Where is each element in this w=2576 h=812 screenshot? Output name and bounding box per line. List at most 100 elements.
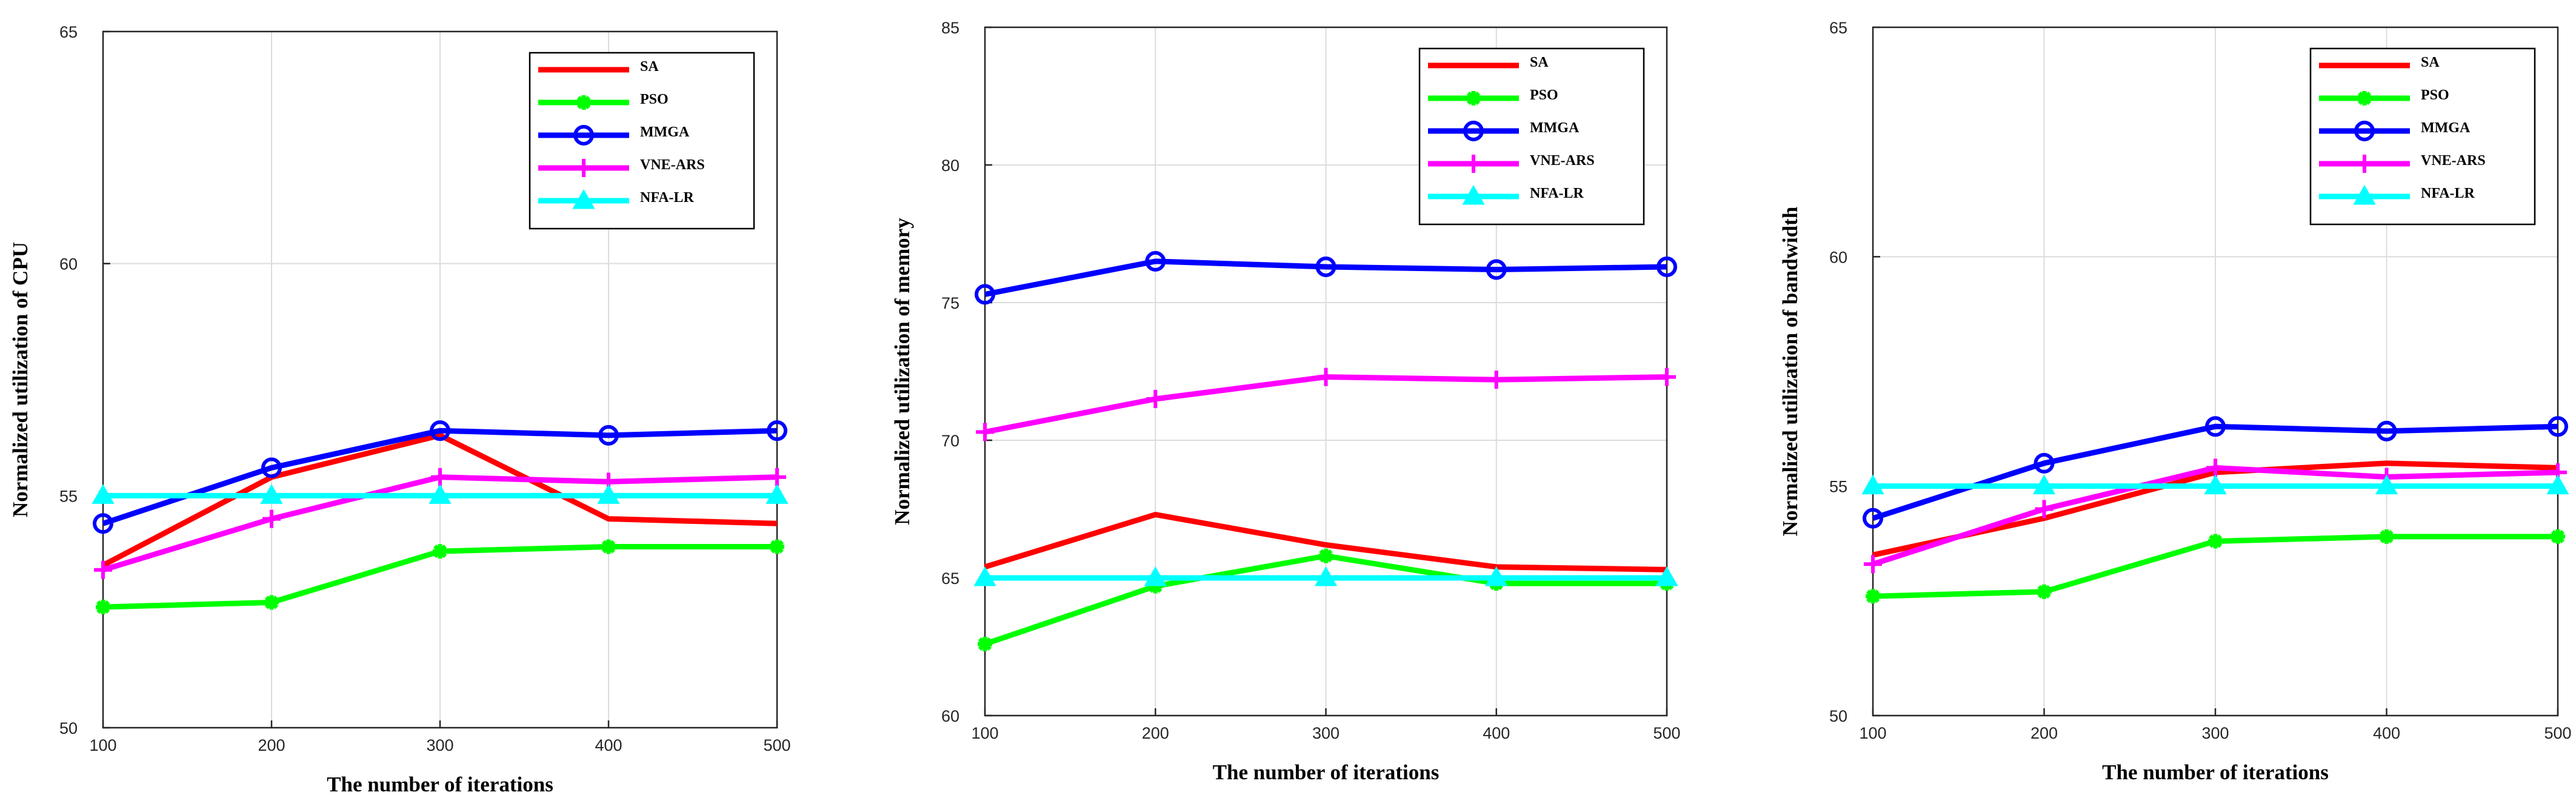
data-point xyxy=(1316,367,1335,386)
x-tick-label: 300 xyxy=(426,736,453,754)
x-tick-label: 300 xyxy=(2201,724,2229,742)
series-line xyxy=(1872,423,2558,521)
legend: SA PSO MMGA VNE-ARS NFA-LR xyxy=(529,52,755,230)
data-point xyxy=(1861,474,1884,495)
legend-label: SA xyxy=(1530,55,1549,70)
x-tick-label: 400 xyxy=(1483,724,1510,742)
data-point xyxy=(2035,500,2054,518)
legend-entry-pso: PSO xyxy=(1428,87,1558,106)
data-point xyxy=(973,566,996,586)
legend-label: SA xyxy=(2421,55,2440,70)
y-tick-label: 65 xyxy=(1829,19,1847,37)
y-tick-label: 65 xyxy=(59,23,78,41)
x-tick-label: 500 xyxy=(1653,724,1680,742)
data-point xyxy=(1864,555,1882,574)
series-mmga xyxy=(975,250,1677,305)
data-point xyxy=(94,560,112,579)
series-pso xyxy=(96,539,784,615)
data-point xyxy=(433,544,447,559)
x-axis-label: The number of iterations xyxy=(327,773,553,796)
data-point xyxy=(2375,474,2398,495)
data-point xyxy=(2546,474,2569,495)
data-point xyxy=(975,284,995,305)
data-point xyxy=(2032,474,2056,495)
data-point xyxy=(1655,566,1678,586)
legend: SA PSO MMGA VNE-ARS NFA-LR xyxy=(2309,47,2536,226)
series-nfa-lr xyxy=(92,484,789,504)
x-tick-label: 200 xyxy=(258,736,285,754)
y-axis-label: Normalized utilization of CPU xyxy=(8,242,32,517)
legend-entry-nfa-lr: NFA-LR xyxy=(538,189,695,209)
legend-label: VNE-ARS xyxy=(640,157,705,173)
series-line xyxy=(102,428,778,526)
legend-label: VNE-ARS xyxy=(1530,153,1595,169)
data-point xyxy=(264,595,279,610)
y-axis-label: Normalized utilization of bandwidth xyxy=(1778,207,1802,537)
x-axis-label: The number of iterations xyxy=(1213,760,1440,784)
data-point xyxy=(978,636,992,651)
data-point xyxy=(1866,589,1880,604)
legend-entry-sa: SA xyxy=(2319,55,2440,70)
legend-label: PSO xyxy=(2421,87,2449,103)
x-tick-label: 500 xyxy=(763,736,790,754)
data-point xyxy=(1146,389,1165,408)
data-point xyxy=(1487,371,1506,389)
data-point xyxy=(2034,452,2055,474)
legend-marker xyxy=(572,189,595,209)
legend-marker xyxy=(2357,91,2372,106)
y-tick-label: 50 xyxy=(59,719,78,737)
legend-entry-mmga: MMGA xyxy=(1428,120,1580,141)
data-point xyxy=(2379,529,2394,544)
data-point xyxy=(1318,548,1333,563)
data-point xyxy=(261,457,282,478)
legend-label: VNE-ARS xyxy=(2421,153,2486,169)
y-tick-label: 80 xyxy=(941,156,959,175)
legend-entry-vne-ars: VNE-ARS xyxy=(2319,153,2486,173)
data-point xyxy=(430,420,450,441)
x-tick-label: 200 xyxy=(1142,724,1169,742)
y-tick-label: 65 xyxy=(941,569,959,588)
legend-marker xyxy=(2353,184,2376,205)
legend-label: PSO xyxy=(1530,87,1558,103)
legend-entry-sa: SA xyxy=(1428,55,1549,70)
data-point xyxy=(597,484,620,504)
data-point xyxy=(2037,584,2052,599)
legend-marker xyxy=(2355,155,2374,173)
data-point xyxy=(1144,566,1167,586)
data-point xyxy=(1315,256,1336,277)
chart-2: 100 200 300 400 500 60 65 70 75 80 85 The number of… xyxy=(890,19,1681,784)
chart-3: 100 200 300 400 500 50 55 60 65 The number of ite… xyxy=(1778,19,2572,784)
data-point xyxy=(93,513,113,534)
x-axis-label: The number of iterations xyxy=(2102,760,2329,784)
y-tick-label: 75 xyxy=(941,294,959,312)
y-tick-label: 60 xyxy=(59,255,78,273)
legend-entry-sa: SA xyxy=(538,59,659,75)
legend-label: NFA-LR xyxy=(2421,186,2475,201)
legend-label: NFA-LR xyxy=(640,190,695,206)
data-point xyxy=(767,420,787,441)
y-tick-label: 70 xyxy=(941,432,959,450)
legend-label: MMGA xyxy=(640,124,690,140)
legend-marker xyxy=(1464,155,1483,173)
data-point xyxy=(768,468,786,486)
legend-entry-mmga: MMGA xyxy=(538,124,690,146)
legend-label: NFA-LR xyxy=(1530,186,1584,201)
y-tick-label: 85 xyxy=(941,19,959,37)
series-pso xyxy=(1866,529,2565,604)
y-axis-label: Normalized utilization of memory xyxy=(890,218,914,525)
data-point xyxy=(770,539,784,554)
y-tick-label: 60 xyxy=(1829,248,1847,266)
data-point xyxy=(2206,458,2224,477)
legend-entry-nfa-lr: NFA-LR xyxy=(1428,184,1584,205)
legend-marker xyxy=(1466,91,1481,106)
legend-marker xyxy=(1462,184,1485,205)
x-tick-label: 100 xyxy=(89,736,116,754)
x-tick-label: 500 xyxy=(2544,724,2571,742)
legend-marker xyxy=(2354,121,2375,141)
legend-entry-nfa-lr: NFA-LR xyxy=(2319,184,2475,205)
data-point xyxy=(976,423,994,441)
series-sa xyxy=(101,432,778,568)
x-tick-label: 100 xyxy=(1859,724,1886,742)
y-tick-label: 55 xyxy=(1829,478,1847,496)
